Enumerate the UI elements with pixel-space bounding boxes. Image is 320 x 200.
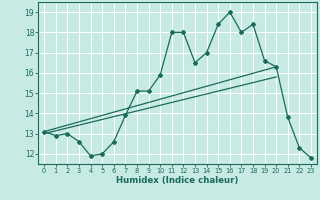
X-axis label: Humidex (Indice chaleur): Humidex (Indice chaleur)	[116, 176, 239, 185]
